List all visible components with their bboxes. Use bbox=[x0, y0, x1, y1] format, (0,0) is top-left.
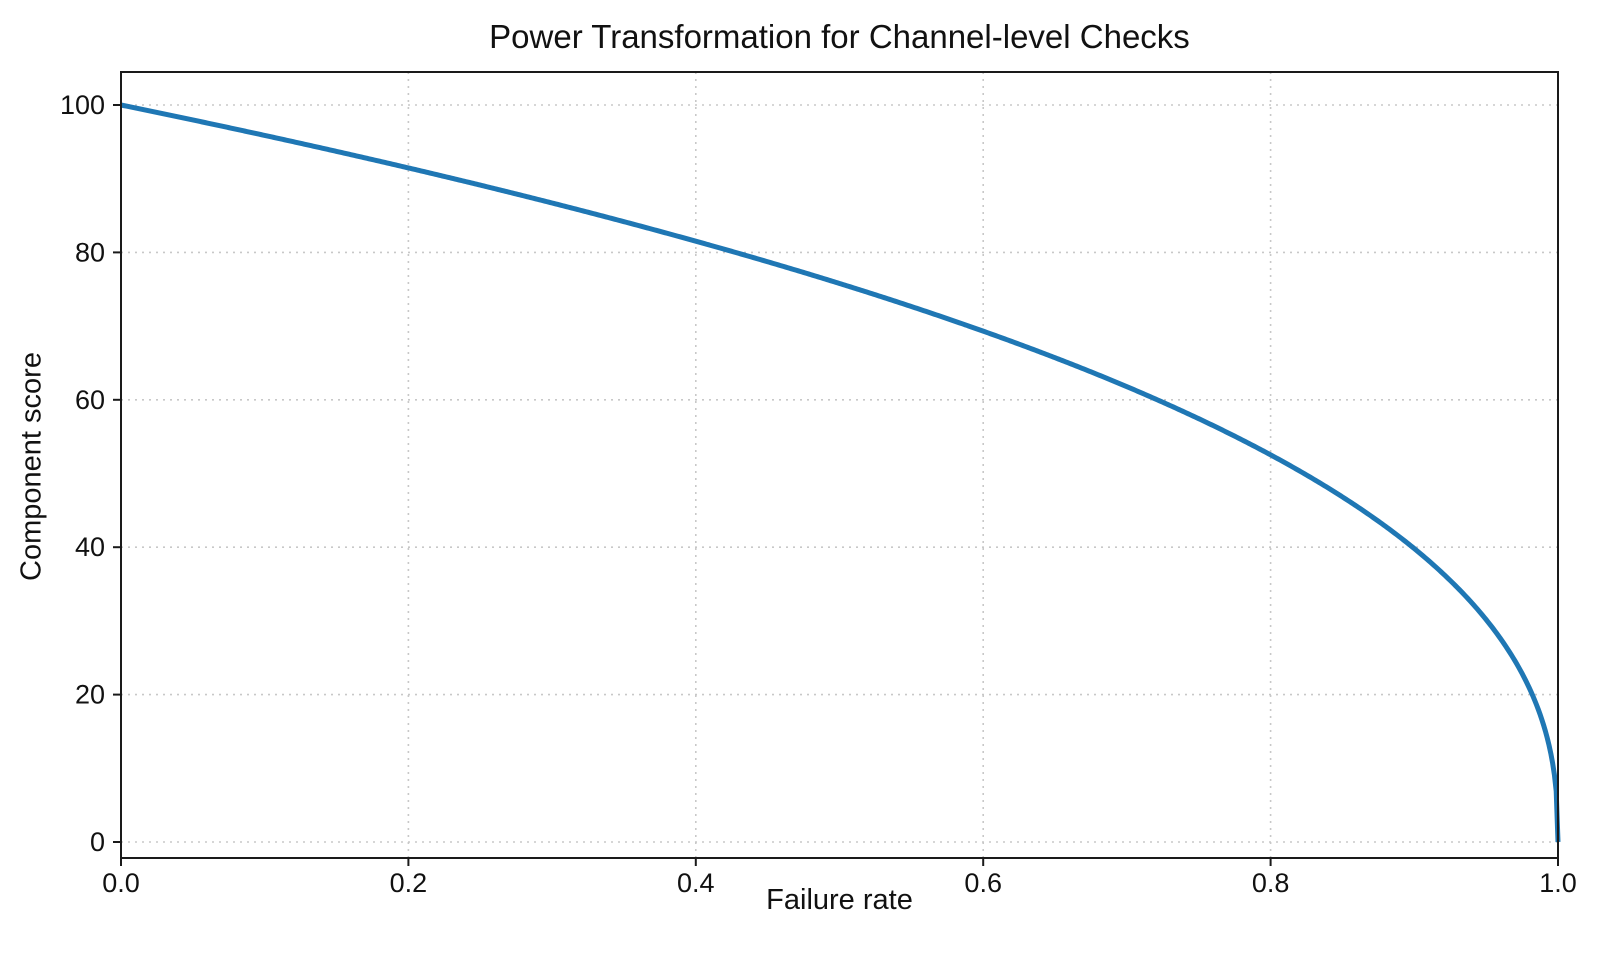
y-tick-label: 40 bbox=[75, 532, 105, 562]
x-tick-label: 0.0 bbox=[102, 868, 140, 898]
chart-title: Power Transformation for Channel-level C… bbox=[489, 18, 1190, 55]
y-tick-label: 100 bbox=[60, 90, 105, 120]
data-line bbox=[120, 102, 1561, 843]
y-tick-label: 20 bbox=[75, 680, 105, 710]
x-tick-label: 0.2 bbox=[390, 868, 428, 898]
y-axis-label: Component score bbox=[15, 352, 48, 581]
x-tick-label: 0.6 bbox=[964, 868, 1002, 898]
x-tick-label: 0.4 bbox=[677, 868, 715, 898]
y-tick-label: 80 bbox=[75, 237, 105, 267]
x-tick-label: 0.8 bbox=[1252, 868, 1290, 898]
x-tick-label: 1.0 bbox=[1539, 868, 1577, 898]
x-axis-label: Failure rate bbox=[766, 884, 913, 916]
y-tick-label: 0 bbox=[90, 827, 105, 857]
plot-border bbox=[120, 71, 1559, 859]
y-tick-label: 60 bbox=[75, 385, 105, 415]
